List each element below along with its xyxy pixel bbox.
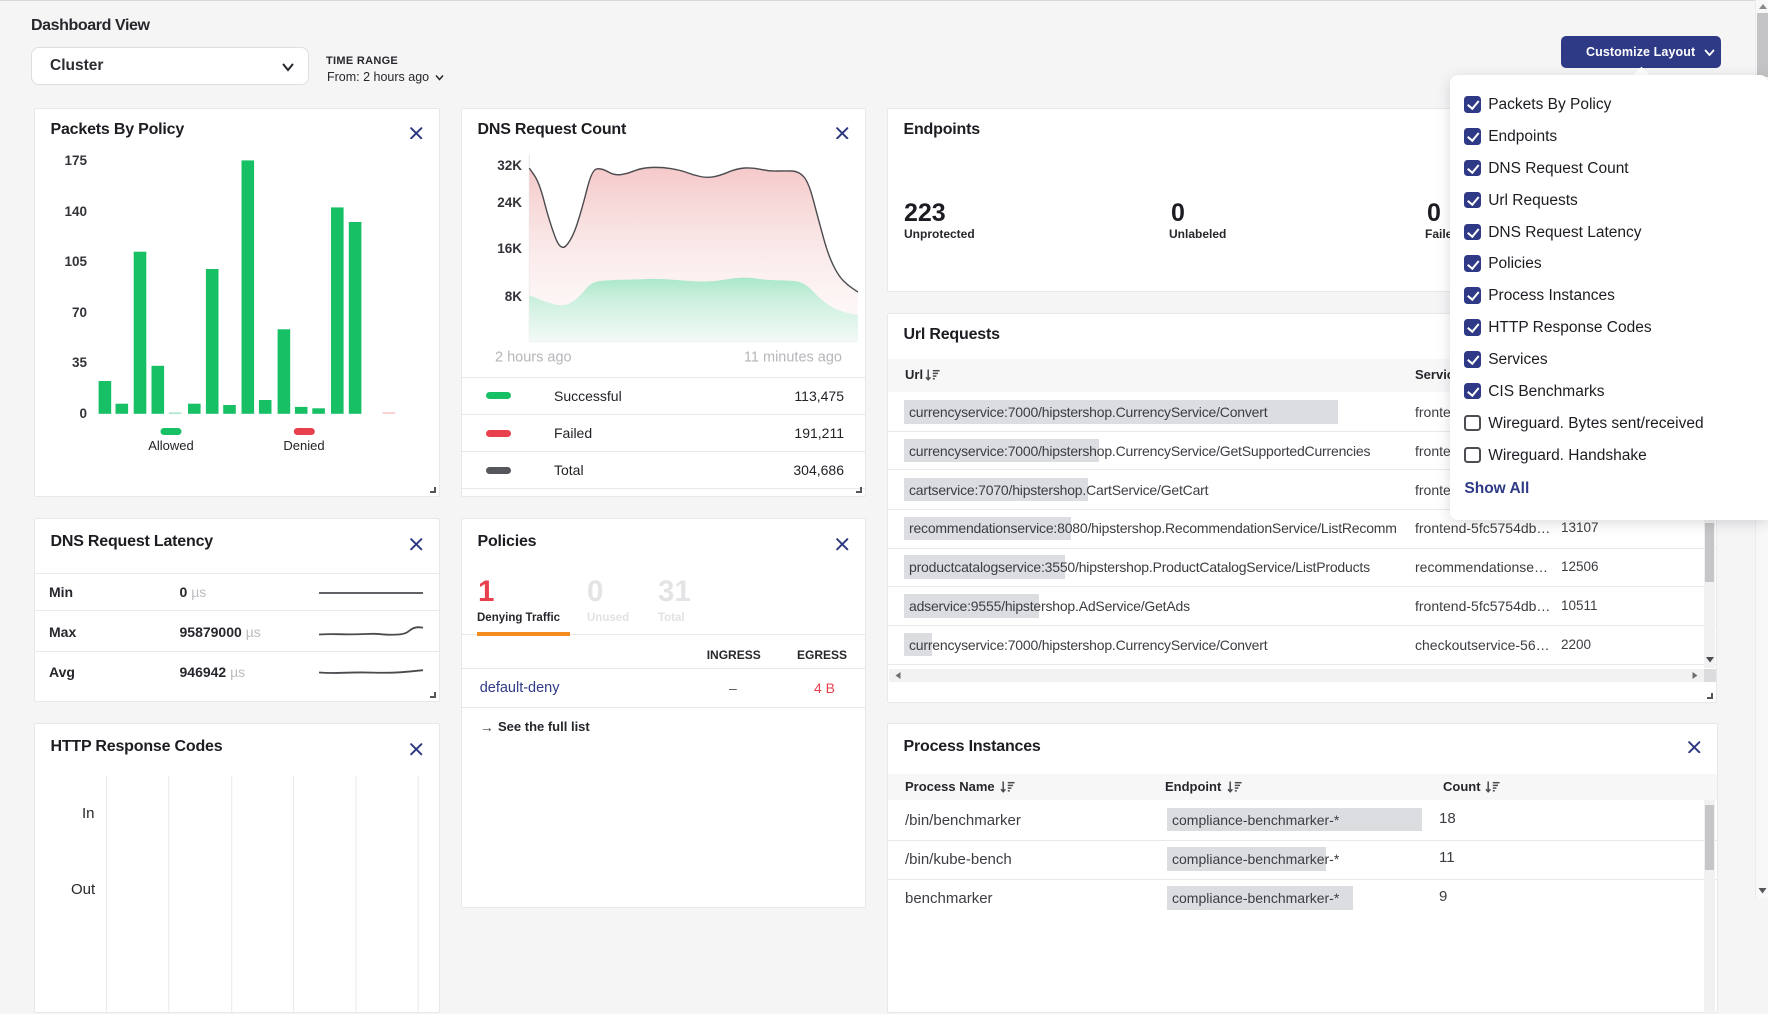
- svg-text:32K: 32K: [497, 158, 522, 173]
- svg-text:175: 175: [64, 153, 87, 168]
- svg-text:35: 35: [72, 355, 88, 370]
- svg-text:70: 70: [72, 305, 87, 320]
- svg-text:0: 0: [79, 406, 87, 421]
- svg-text:8K: 8K: [505, 289, 523, 304]
- svg-text:2 hours ago: 2 hours ago: [495, 350, 572, 366]
- svg-text:11 minutes ago: 11 minutes ago: [744, 350, 842, 366]
- svg-text:140: 140: [64, 204, 87, 219]
- svg-text:105: 105: [64, 254, 87, 269]
- svg-text:Denied: Denied: [283, 438, 324, 453]
- svg-text:24K: 24K: [497, 195, 522, 210]
- svg-text:Allowed: Allowed: [148, 438, 194, 453]
- svg-text:16K: 16K: [497, 241, 522, 256]
